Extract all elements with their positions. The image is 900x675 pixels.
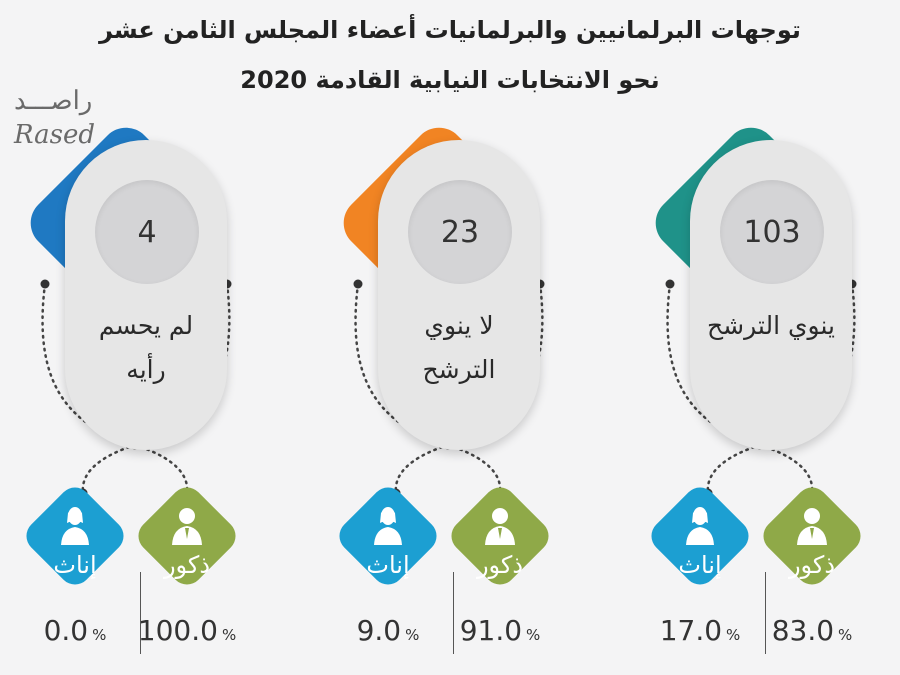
group-label-line: رأيه xyxy=(126,355,166,384)
count-circle: 103 xyxy=(720,180,824,284)
female-label: إناث xyxy=(366,551,410,579)
chart-title-line1: توجهات البرلمانيين والبرلمانيات أعضاء ال… xyxy=(99,16,801,44)
logo-latin: Rased xyxy=(14,120,96,150)
gender-divider xyxy=(453,572,454,654)
male-percent: 91.0% xyxy=(445,614,555,647)
gender-divider xyxy=(765,572,766,654)
gender-divider xyxy=(140,572,141,654)
female-icon xyxy=(683,505,717,545)
male-label: ذكور xyxy=(163,551,211,579)
percent-value: 17.0 xyxy=(659,614,723,647)
male-percent: 83.0% xyxy=(757,614,867,647)
group-card: 23 لا ينوي الترشح إناث 9.0% ذكور 91.0% xyxy=(318,116,598,675)
male-icon xyxy=(483,505,517,545)
count-circle: 4 xyxy=(95,180,199,284)
female-icon xyxy=(58,505,92,545)
female-label: إناث xyxy=(678,551,722,579)
percent-symbol: % xyxy=(221,626,237,644)
percent-value: 83.0 xyxy=(771,614,835,647)
male-icon xyxy=(170,505,204,545)
logo-arabic: راصـــد xyxy=(14,86,93,116)
group-label-line: ينوي الترشح xyxy=(707,311,835,340)
group-label-line: لا ينوي xyxy=(424,311,494,340)
percent-symbol: % xyxy=(526,626,541,644)
male-icon xyxy=(795,505,829,545)
female-icon xyxy=(371,505,405,545)
group-label: لم يحسم رأيه xyxy=(65,304,227,392)
chart-title-line2: نحو الانتخابات النيابية القادمة 2020 xyxy=(240,66,660,94)
count-circle: 23 xyxy=(408,180,512,284)
percent-symbol: % xyxy=(838,626,853,644)
group-card: 4 لم يحسم رأيه إناث 0.0% ذكور 100.0% xyxy=(5,116,285,675)
group-label: ينوي الترشح xyxy=(690,304,852,348)
percent-value: 91.0 xyxy=(459,614,523,647)
group-card: 103 ينوي الترشح إناث 17.0% ذكور 83.0% xyxy=(630,116,900,675)
female-percent: 0.0% xyxy=(20,614,130,647)
female-percent: 9.0% xyxy=(333,614,443,647)
female-percent: 17.0% xyxy=(645,614,755,647)
male-percent: 100.0% xyxy=(132,614,242,647)
percent-symbol: % xyxy=(726,626,741,644)
percent-value: 100.0 xyxy=(137,614,218,647)
group-label-line: الترشح xyxy=(422,355,496,384)
female-label: إناث xyxy=(53,551,97,579)
percent-value: 9.0 xyxy=(356,614,402,647)
group-label-line: لم يحسم xyxy=(98,311,194,340)
percent-symbol: % xyxy=(92,626,107,644)
percent-symbol: % xyxy=(405,626,420,644)
male-label: ذكور xyxy=(788,551,836,579)
rased-logo: راصـــد Rased xyxy=(14,86,124,156)
male-label: ذكور xyxy=(476,551,524,579)
percent-value: 0.0 xyxy=(43,614,89,647)
group-label: لا ينوي الترشح xyxy=(378,304,540,392)
